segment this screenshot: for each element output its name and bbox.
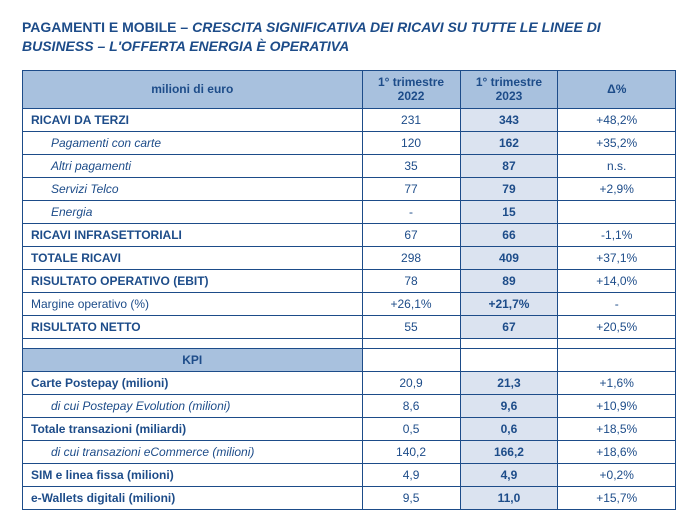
value-delta: -	[558, 292, 676, 315]
header-row: milioni di euro 1° trimestre 2022 1° tri…	[23, 70, 676, 108]
row-label: Carte Postepay (milioni)	[23, 371, 363, 394]
value-delta: +37,1%	[558, 246, 676, 269]
table-row: Margine operativo (%)+26,1%+21,7%-	[23, 292, 676, 315]
value-2022: 78	[362, 269, 460, 292]
value-delta: +18,5%	[558, 417, 676, 440]
value-2023: 4,9	[460, 463, 558, 486]
table-row: Servizi Telco7779+2,9%	[23, 177, 676, 200]
table-row: Energia-15	[23, 200, 676, 223]
value-2022: 9,5	[362, 486, 460, 509]
table-row: RISULTATO OPERATIVO (EBIT)7889+14,0%	[23, 269, 676, 292]
title-lead: PAGAMENTI E MOBILE –	[22, 19, 192, 35]
value-2022: -	[362, 200, 460, 223]
value-2022: 20,9	[362, 371, 460, 394]
value-2023: 87	[460, 154, 558, 177]
value-delta: +14,0%	[558, 269, 676, 292]
value-2022: 231	[362, 108, 460, 131]
value-2023: 79	[460, 177, 558, 200]
value-2022: 0,5	[362, 417, 460, 440]
row-label: TOTALE RICAVI	[23, 246, 363, 269]
value-2022: 35	[362, 154, 460, 177]
value-delta	[558, 200, 676, 223]
value-2023: +21,7%	[460, 292, 558, 315]
kpi-blank	[558, 348, 676, 371]
value-2023: 409	[460, 246, 558, 269]
table-row: RISULTATO NETTO5567+20,5%	[23, 315, 676, 338]
value-2023: 11,0	[460, 486, 558, 509]
value-delta: +1,6%	[558, 371, 676, 394]
table-row: RICAVI DA TERZI231343+48,2%	[23, 108, 676, 131]
value-2022: +26,1%	[362, 292, 460, 315]
value-2023: 21,3	[460, 371, 558, 394]
value-2023: 162	[460, 131, 558, 154]
value-2023: 166,2	[460, 440, 558, 463]
kpi-blank	[460, 348, 558, 371]
value-2022: 67	[362, 223, 460, 246]
value-2022: 140,2	[362, 440, 460, 463]
row-label: Margine operativo (%)	[23, 292, 363, 315]
value-delta: +20,5%	[558, 315, 676, 338]
row-label: RICAVI INFRASETTORIALI	[23, 223, 363, 246]
value-delta: n.s.	[558, 154, 676, 177]
value-2023: 343	[460, 108, 558, 131]
value-2023: 89	[460, 269, 558, 292]
value-2023: 66	[460, 223, 558, 246]
value-delta: +15,7%	[558, 486, 676, 509]
page-title: PAGAMENTI E MOBILE – CRESCITA SIGNIFICAT…	[22, 18, 676, 56]
table-row: Altri pagamenti3587n.s.	[23, 154, 676, 177]
value-delta: +10,9%	[558, 394, 676, 417]
row-label: Altri pagamenti	[23, 154, 363, 177]
table-row: Pagamenti con carte120162+35,2%	[23, 131, 676, 154]
value-delta: +35,2%	[558, 131, 676, 154]
value-delta: +18,6%	[558, 440, 676, 463]
value-2022: 4,9	[362, 463, 460, 486]
table-row: TOTALE RICAVI298409+37,1%	[23, 246, 676, 269]
row-label: di cui transazioni eCommerce (milioni)	[23, 440, 363, 463]
row-label: Pagamenti con carte	[23, 131, 363, 154]
table-row: e-Wallets digitali (milioni)9,511,0+15,7…	[23, 486, 676, 509]
table-row: SIM e linea fissa (milioni)4,94,9+0,2%	[23, 463, 676, 486]
value-2023: 0,6	[460, 417, 558, 440]
value-2023: 15	[460, 200, 558, 223]
value-2023: 67	[460, 315, 558, 338]
header-delta: Δ%	[558, 70, 676, 108]
value-delta: +48,2%	[558, 108, 676, 131]
value-delta: +0,2%	[558, 463, 676, 486]
value-2023: 9,6	[460, 394, 558, 417]
row-label: RISULTATO OPERATIVO (EBIT)	[23, 269, 363, 292]
header-label: milioni di euro	[23, 70, 363, 108]
row-label: Energia	[23, 200, 363, 223]
row-label: di cui Postepay Evolution (milioni)	[23, 394, 363, 417]
value-delta: -1,1%	[558, 223, 676, 246]
value-2022: 55	[362, 315, 460, 338]
table-row: Totale transazioni (miliardi)0,50,6+18,5…	[23, 417, 676, 440]
value-delta: +2,9%	[558, 177, 676, 200]
row-label: RISULTATO NETTO	[23, 315, 363, 338]
table-row: RICAVI INFRASETTORIALI6766-1,1%	[23, 223, 676, 246]
financial-table: milioni di euro 1° trimestre 2022 1° tri…	[22, 70, 676, 510]
value-2022: 298	[362, 246, 460, 269]
row-label: Servizi Telco	[23, 177, 363, 200]
table-row: Carte Postepay (milioni)20,921,3+1,6%	[23, 371, 676, 394]
table-row: di cui Postepay Evolution (milioni)8,69,…	[23, 394, 676, 417]
row-label: RICAVI DA TERZI	[23, 108, 363, 131]
spacer-row	[23, 338, 676, 348]
kpi-blank	[362, 348, 460, 371]
header-q1-2023: 1° trimestre 2023	[460, 70, 558, 108]
header-q1-2022: 1° trimestre 2022	[362, 70, 460, 108]
value-2022: 8,6	[362, 394, 460, 417]
kpi-header-label: KPI	[23, 348, 363, 371]
value-2022: 120	[362, 131, 460, 154]
row-label: e-Wallets digitali (milioni)	[23, 486, 363, 509]
row-label: Totale transazioni (miliardi)	[23, 417, 363, 440]
row-label: SIM e linea fissa (milioni)	[23, 463, 363, 486]
value-2022: 77	[362, 177, 460, 200]
kpi-header-row: KPI	[23, 348, 676, 371]
table-row: di cui transazioni eCommerce (milioni)14…	[23, 440, 676, 463]
